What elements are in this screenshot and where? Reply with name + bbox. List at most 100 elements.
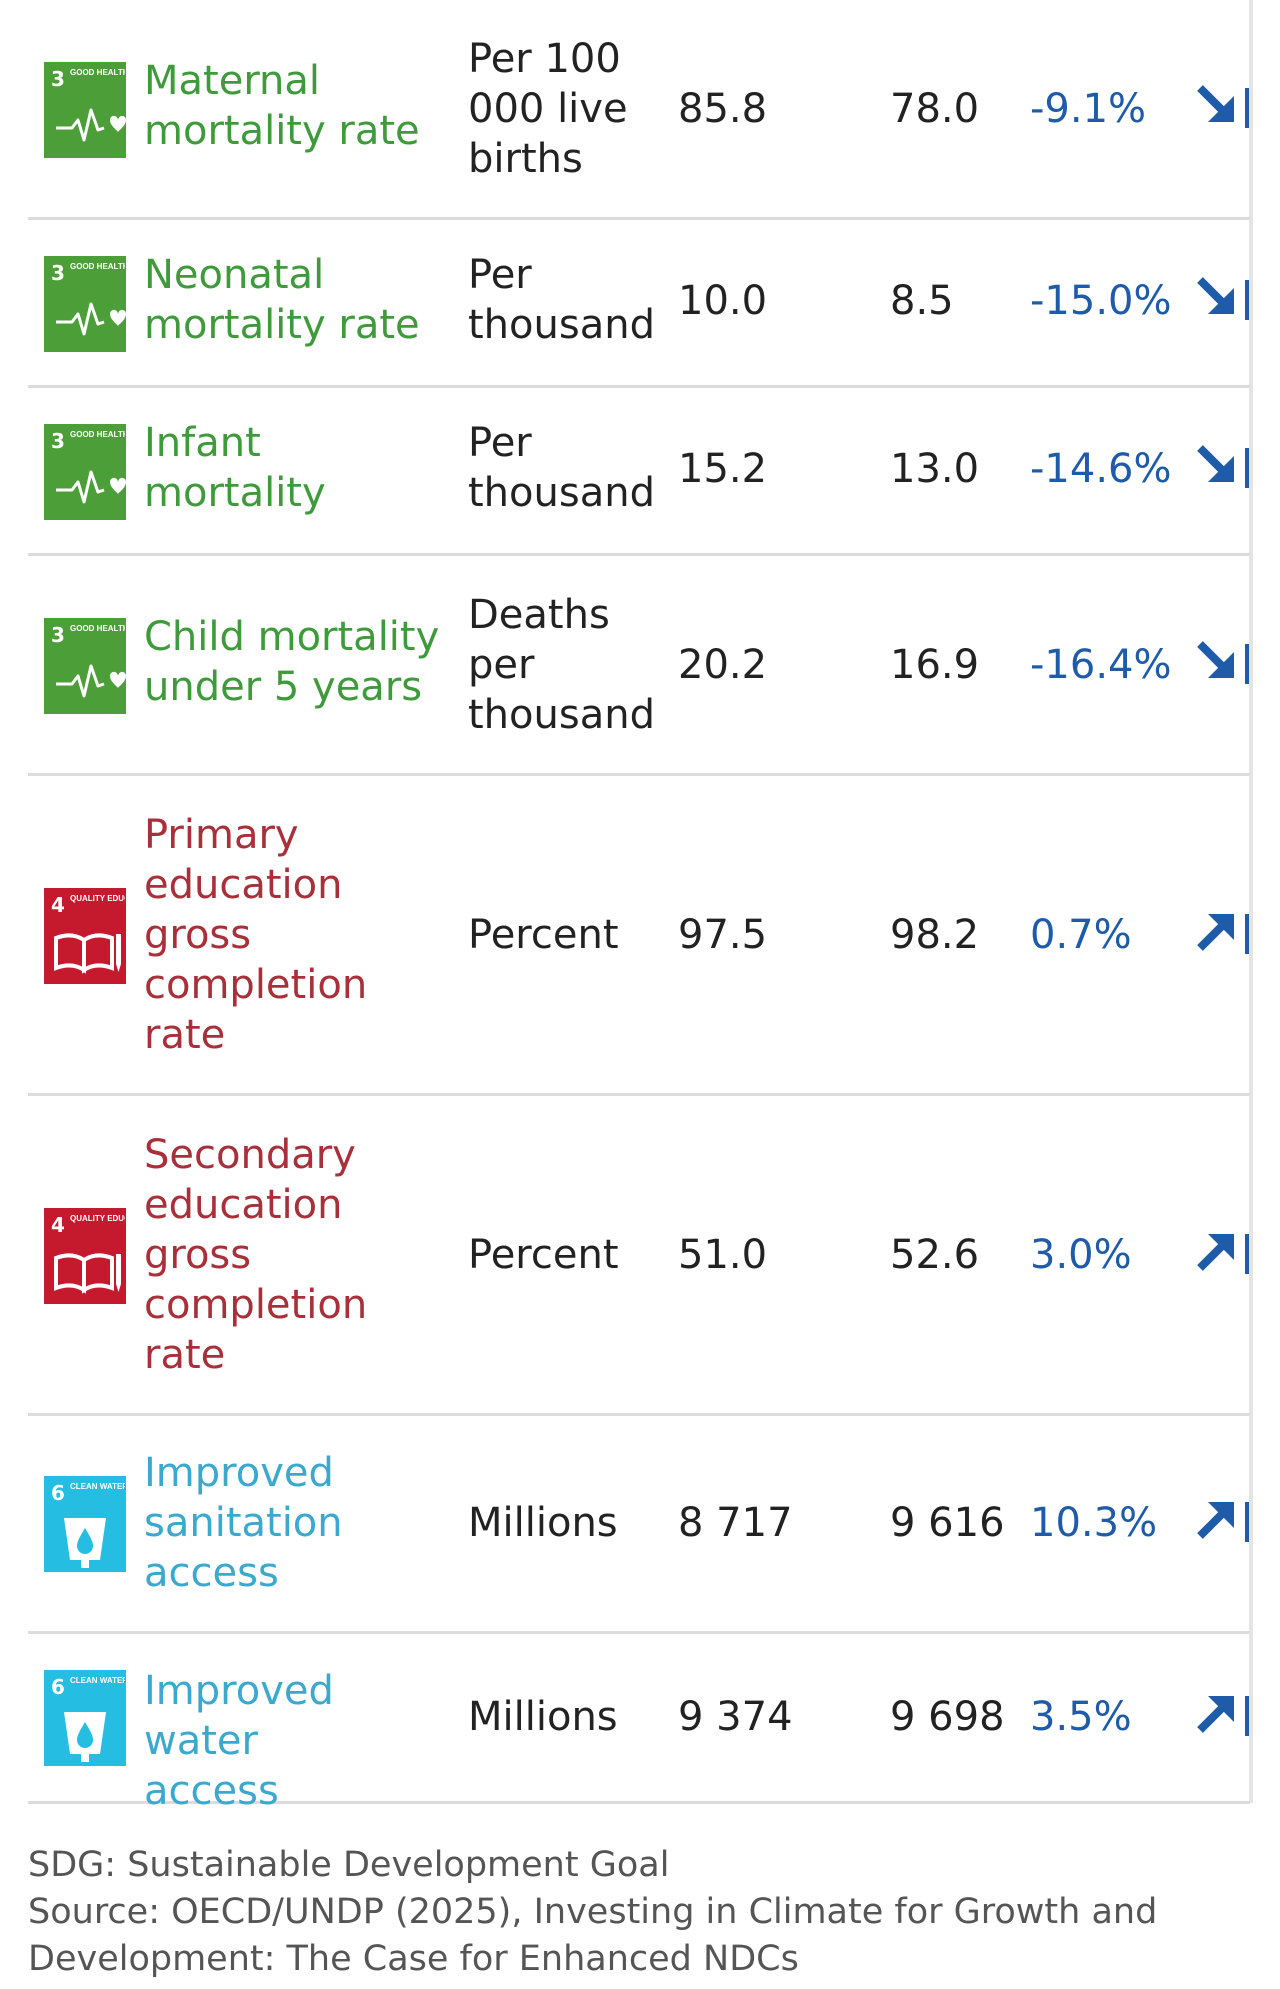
value-2020: 51.0 [678, 1232, 768, 1278]
heartbeat-icon [56, 470, 126, 504]
water-drop-glass-icon [64, 1712, 106, 1762]
indicator-name: Infant mortality [144, 420, 326, 516]
sdg-number: 3 [51, 67, 65, 91]
value-2020: 15.2 [678, 446, 768, 492]
value-2020: 20.2 [678, 642, 768, 688]
indicator-name: Neonatal mortality rate [144, 252, 420, 348]
book-pencil-icon [54, 933, 121, 974]
change-percent: -16.4% [1030, 642, 1172, 688]
sdg-3-badge: 3 GOOD HEALTH AND WELL-BEING [44, 256, 126, 352]
table-right-border [1249, 0, 1253, 1803]
trend-down-arrow-icon [1194, 82, 1240, 132]
indicator-name: Primary education gross completion rate [144, 812, 368, 1058]
book-pencil-icon [54, 1253, 121, 1294]
sdg-number: 6 [51, 1675, 65, 1699]
sdg-3-badge: 3 GOOD HEALTH AND WELL-BEING [44, 424, 126, 520]
trend-marker [1245, 88, 1249, 128]
value-2020: 8 717 [678, 1500, 793, 1546]
value-2020: 10.0 [678, 278, 768, 324]
unit-label: Percent [468, 912, 619, 958]
indicator-name: Maternal mortality rate [144, 58, 420, 154]
sdg-3-badge: 3 GOOD HEALTH AND WELL-BEING [44, 618, 126, 714]
sdg-number: 3 [51, 623, 65, 647]
unit-label: Deaths per thousand [468, 592, 655, 738]
indicator-name: Improved water access [144, 1668, 334, 1814]
trend-marker [1245, 644, 1249, 684]
unit-label: Millions [468, 1500, 618, 1546]
trend-marker [1245, 448, 1249, 488]
water-drop-glass-icon [64, 1518, 106, 1568]
arrow-up-right-icon [1197, 914, 1234, 951]
trend-down-arrow-icon [1194, 442, 1240, 492]
heartbeat-icon [56, 108, 126, 142]
value-2024: 16.9 [890, 642, 980, 688]
table-row: 3 GOOD HEALTH AND WELL-BEING Neonatal mo… [28, 220, 1250, 388]
abbreviation-note: SDG: Sustainable Development Goal [28, 1845, 670, 1885]
table-row: 3 GOOD HEALTH AND WELL-BEING Child morta… [28, 556, 1250, 776]
sdg-number: 3 [51, 261, 65, 285]
trend-down-arrow-icon [1194, 638, 1240, 688]
unit-label: Percent [468, 1232, 619, 1278]
value-2024: 13.0 [890, 446, 980, 492]
sdg-goal-text: QUALITY EDUCATION [70, 895, 125, 903]
sdg-goal-text: GOOD HEALTH AND WELL-BEING [70, 625, 125, 633]
arrow-down-right-icon [1197, 277, 1234, 314]
arrow-down-right-icon [1197, 85, 1234, 122]
heartbeat-icon [56, 302, 126, 336]
change-percent: 10.3% [1030, 1500, 1158, 1546]
sdg-6-badge: 6 CLEAN WATER AND SANITATION [44, 1670, 126, 1766]
sdg-goal-text: GOOD HEALTH AND WELL-BEING [70, 263, 125, 271]
arrow-down-right-icon [1197, 641, 1234, 678]
trend-marker [1245, 914, 1249, 954]
change-percent: 3.0% [1030, 1232, 1132, 1278]
change-percent: -14.6% [1030, 446, 1172, 492]
indicator-name: Secondary education gross completion rat… [144, 1132, 368, 1378]
table-row: 3 GOOD HEALTH AND WELL-BEING Infant mort… [28, 388, 1250, 556]
trend-up-arrow-icon [1194, 1228, 1240, 1278]
table-footer: SDG: Sustainable Development Goal Source… [28, 1842, 1157, 1983]
change-percent: -9.1% [1030, 86, 1147, 132]
value-2024: 98.2 [890, 912, 980, 958]
arrow-up-right-icon [1197, 1696, 1234, 1733]
change-percent: -15.0% [1030, 278, 1172, 324]
heartbeat-icon [56, 664, 126, 698]
table-row: 6 CLEAN WATER AND SANITATION Improved sa… [28, 1416, 1250, 1634]
sdg-6-badge: 6 CLEAN WATER AND SANITATION [44, 1476, 126, 1572]
value-2024: 52.6 [890, 1232, 980, 1278]
trend-marker [1245, 1502, 1249, 1542]
value-2024: 78.0 [890, 86, 980, 132]
table-row: 4 QUALITY EDUCATION Secondary education … [28, 1096, 1250, 1416]
sdg-4-badge: 4 QUALITY EDUCATION [44, 888, 126, 984]
unit-label: Per 100 000 live births [468, 36, 628, 182]
table-row: 4 QUALITY EDUCATION Primary education gr… [28, 776, 1250, 1096]
arrow-up-right-icon [1197, 1234, 1234, 1271]
trend-down-arrow-icon [1194, 274, 1240, 324]
change-percent: 0.7% [1030, 912, 1132, 958]
arrow-up-right-icon [1197, 1502, 1234, 1539]
value-2024: 8.5 [890, 278, 954, 324]
sdg-4-badge: 4 QUALITY EDUCATION [44, 1208, 126, 1304]
sdg-goal-text: CLEAN WATER AND SANITATION [70, 1483, 125, 1491]
sdg-number: 4 [51, 1213, 65, 1237]
unit-label: Per thousand [468, 420, 655, 516]
value-2020: 97.5 [678, 912, 768, 958]
value-2020: 85.8 [678, 86, 768, 132]
indicator-name: Child mortality under 5 years [144, 614, 440, 710]
value-2024: 9 616 [890, 1500, 1005, 1546]
trend-up-arrow-icon [1194, 1496, 1240, 1546]
source-note-line-2: Development: The Case for Enhanced NDCs [28, 1939, 799, 1979]
value-2020: 9 374 [678, 1694, 793, 1740]
change-percent: 3.5% [1030, 1694, 1132, 1740]
trend-up-arrow-icon [1194, 908, 1240, 958]
trend-marker [1245, 1234, 1249, 1274]
sdg-number: 3 [51, 429, 65, 453]
arrow-down-right-icon [1197, 445, 1234, 482]
sdg-goal-text: GOOD HEALTH AND WELL-BEING [70, 69, 125, 77]
table-row: 6 CLEAN WATER AND SANITATION Improved wa… [28, 1634, 1250, 1814]
unit-label: Millions [468, 1694, 618, 1740]
trend-marker [1245, 280, 1249, 320]
sdg-3-badge: 3 GOOD HEALTH AND WELL-BEING [44, 62, 126, 158]
unit-label: Per thousand [468, 252, 655, 348]
value-2024: 9 698 [890, 1694, 1005, 1740]
